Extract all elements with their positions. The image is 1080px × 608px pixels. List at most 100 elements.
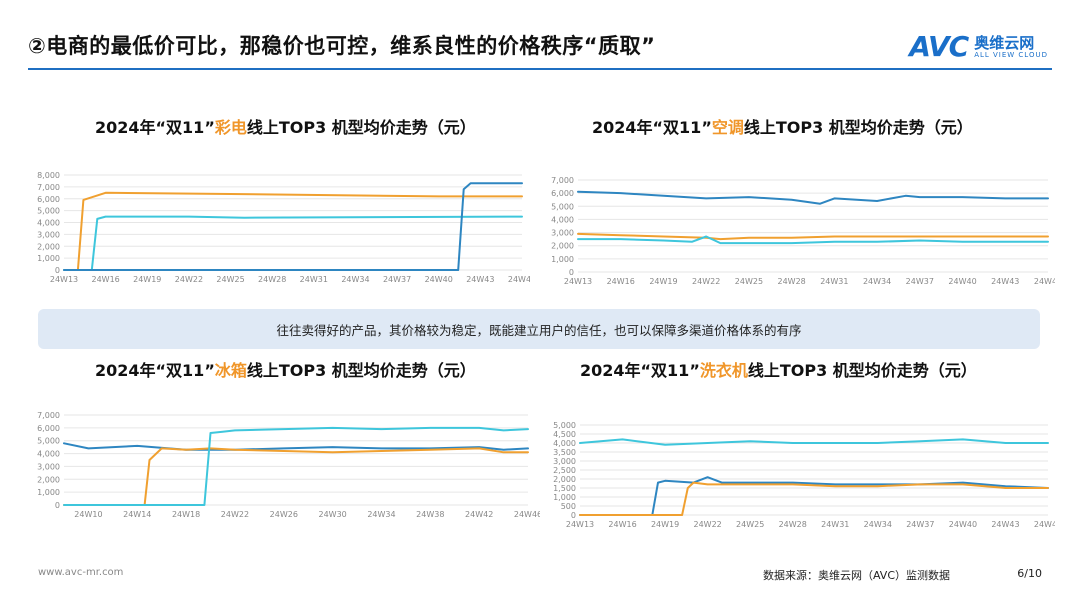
page-title: ②电商的最低价可比，那稳价也可控，维系良性的价格秩序“质取”: [28, 34, 656, 58]
series-line-cyan: [577, 235, 1049, 245]
y-tick-label: 4,000: [37, 219, 60, 228]
y-tick-label: 6,000: [37, 195, 60, 204]
x-tick-label: 24W40: [949, 520, 977, 529]
x-tick-label: 24W25: [735, 277, 763, 286]
x-tick-label: 24W16: [607, 277, 635, 286]
x-tick-label: 24W22: [692, 277, 720, 286]
x-tick-label: 24W28: [777, 277, 805, 286]
series-line-cyan: [63, 426, 529, 506]
x-tick-label: 24W46: [1034, 277, 1055, 286]
y-tick-label: 2,000: [551, 242, 574, 251]
y-tick-label: 500: [561, 502, 576, 511]
tv-price-chart: 0 1,000 2,000 3,000 4,000 5,000 6,000 7,000 8,00…: [37, 171, 530, 284]
y-tick-label: 0: [55, 501, 60, 510]
series-line-blue: [577, 190, 1049, 205]
x-tick-label: 24W28: [779, 520, 807, 529]
y-tick-label: 2,000: [37, 475, 60, 484]
x-tick-label: 24W46: [1034, 520, 1055, 529]
x-tick-label: 24W40: [948, 277, 976, 286]
x-tick-label: 24W40: [425, 275, 453, 284]
x-tick-label: 24W34: [864, 520, 892, 529]
y-tick-label: 3,000: [37, 230, 60, 239]
logo-cn-text: 奥维云网: [974, 33, 1035, 52]
x-tick-label: 24W22: [221, 510, 249, 519]
series-line-orange: [577, 232, 1049, 241]
x-tick-label: 24W10: [74, 510, 102, 519]
y-tick-label: 2,500: [553, 466, 576, 475]
y-tick-label: 7,000: [551, 176, 574, 185]
x-tick-label: 24W34: [341, 275, 369, 284]
x-tick-label: 24W19: [649, 277, 677, 286]
footer-url: www.avc-mr.com: [38, 567, 124, 578]
fridge-price-chart: 0 1,000 2,000 3,000 4,000 5,000 6,000 7,000 24W1…: [37, 411, 540, 519]
chart-title-ac: 2024年“双11”空调线上TOP3 机型均价走势（元）: [592, 118, 973, 137]
y-tick-label: 7,000: [37, 411, 60, 420]
y-tick-label: 3,000: [37, 462, 60, 471]
y-tick-label: 6,000: [37, 424, 60, 433]
y-tick-label: 4,000: [37, 450, 60, 459]
x-tick-label: 24W25: [216, 275, 244, 284]
chart-title-tv: 2024年“双11”彩电线上TOP3 机型均价走势（元）: [95, 118, 476, 137]
x-tick-label: 24W13: [566, 520, 594, 529]
x-tick-label: 24W31: [300, 275, 328, 284]
y-tick-label: 5,000: [37, 437, 60, 446]
title-rule: [28, 68, 1052, 70]
x-tick-label: 24W22: [693, 520, 721, 529]
y-tick-label: 6,000: [551, 189, 574, 198]
y-tick-label: 4,000: [551, 215, 574, 224]
chart-title-fridge: 2024年“双11”冰箱线上TOP3 机型均价走势（元）: [95, 361, 476, 380]
x-tick-label: 24W13: [564, 277, 592, 286]
y-tick-label: 0: [571, 511, 576, 520]
y-tick-label: 4,500: [553, 430, 576, 439]
x-tick-label: 24W31: [821, 520, 849, 529]
logo-sub-text: ALL VIEW CLOUD: [974, 50, 1048, 59]
y-tick-label: 0: [569, 268, 574, 277]
y-tick-label: 5,000: [553, 421, 576, 430]
y-tick-label: 1,000: [37, 488, 60, 497]
chart-title-washer: 2024年“双11”洗衣机线上TOP3 机型均价走势（元）: [580, 361, 977, 380]
x-tick-label: 24W43: [991, 277, 1019, 286]
avc-logo: AVC 奥维云网 ALL VIEW CLOUD: [909, 30, 1048, 63]
series-line-blue: [579, 476, 1049, 516]
x-tick-label: 24W13: [50, 275, 78, 284]
y-tick-label: 0: [55, 266, 60, 275]
x-tick-label: 24W46: [508, 275, 530, 284]
x-tick-label: 24W38: [416, 510, 444, 519]
series-line-blue: [63, 182, 523, 271]
x-tick-label: 24W34: [367, 510, 395, 519]
x-tick-label: 24W43: [466, 275, 494, 284]
y-tick-label: 1,000: [553, 493, 576, 502]
logo-mark: AVC: [909, 30, 969, 63]
y-tick-label: 5,000: [551, 202, 574, 211]
x-tick-label: 24W22: [175, 275, 203, 284]
series-line-blue: [63, 442, 529, 451]
series-line-orange: [63, 447, 529, 506]
series-line-cyan: [63, 215, 523, 271]
x-tick-label: 24W42: [465, 510, 493, 519]
y-tick-label: 8,000: [37, 171, 60, 180]
x-tick-label: 24W18: [172, 510, 200, 519]
y-tick-label: 1,500: [553, 484, 576, 493]
y-tick-label: 4,000: [553, 439, 576, 448]
x-tick-label: 24W26: [270, 510, 298, 519]
page-number: 6/10: [1017, 567, 1042, 580]
x-tick-label: 24W30: [318, 510, 346, 519]
y-tick-label: 1,000: [551, 255, 574, 264]
y-tick-label: 3,000: [551, 229, 574, 238]
y-tick-label: 3,500: [553, 448, 576, 457]
y-tick-label: 2,000: [37, 242, 60, 251]
insight-text: 往往卖得好的产品，其价格较为稳定，既能建立用户的信任，也可以保障多渠道价格体系的…: [276, 322, 802, 338]
insight-banner: 往往卖得好的产品，其价格较为稳定，既能建立用户的信任，也可以保障多渠道价格体系的…: [38, 309, 1040, 349]
washer-price-chart: 05001,0001,5002,0002,5003,0003,5004,0004…: [553, 421, 1055, 529]
y-tick-label: 2,000: [553, 475, 576, 484]
x-tick-label: 24W46: [514, 510, 540, 519]
ac-price-chart: 0 1,000 2,000 3,000 4,000 5,000 6,000 7,000 24W1…: [551, 176, 1055, 286]
x-tick-label: 24W19: [133, 275, 161, 284]
x-tick-label: 24W16: [608, 520, 636, 529]
x-tick-label: 24W37: [383, 275, 411, 284]
x-tick-label: 24W16: [91, 275, 119, 284]
x-tick-label: 24W14: [123, 510, 151, 519]
series-line-orange: [579, 481, 1049, 516]
x-tick-label: 24W34: [863, 277, 891, 286]
series-line-cyan: [579, 438, 1049, 446]
